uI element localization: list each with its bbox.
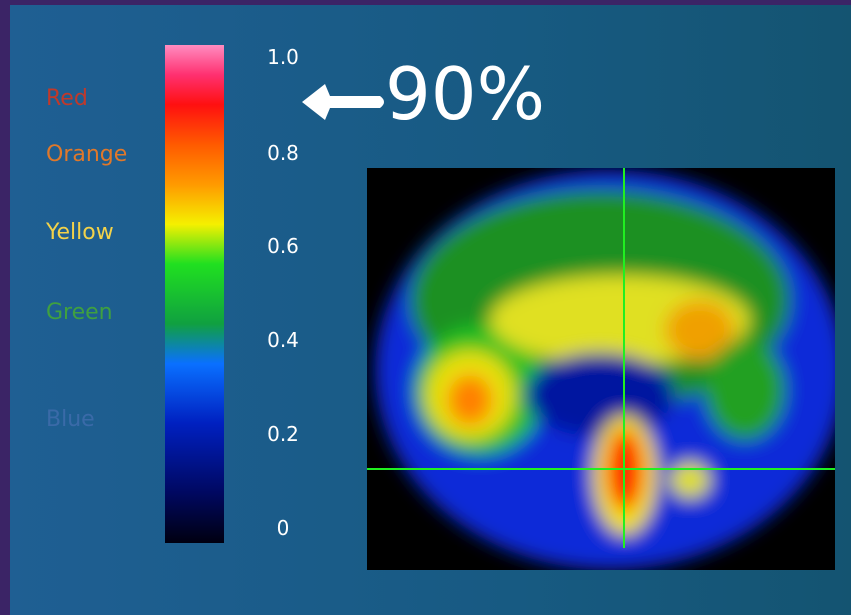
blue-label: Blue: [46, 407, 95, 432]
red-label: Red: [46, 86, 88, 111]
scale-tick: 0.2: [258, 422, 308, 446]
callout: 90%: [385, 52, 545, 136]
colorbar: [165, 45, 224, 543]
scale-tick: 0.8: [258, 141, 308, 165]
scale-tick: 0: [258, 516, 308, 540]
scale-tick: 1.0: [258, 45, 308, 69]
pet-image: [367, 168, 845, 570]
scale-tick: 0.6: [258, 234, 308, 258]
scale-tick: 0.4: [258, 328, 308, 352]
green-label: Green: [46, 300, 113, 325]
yellow-label: Yellow: [46, 220, 114, 245]
orange-label: Orange: [46, 142, 127, 167]
arrow: [302, 84, 384, 120]
page: Red Orange Yellow Green Blue 1.0 0.8 0.6…: [0, 0, 851, 615]
